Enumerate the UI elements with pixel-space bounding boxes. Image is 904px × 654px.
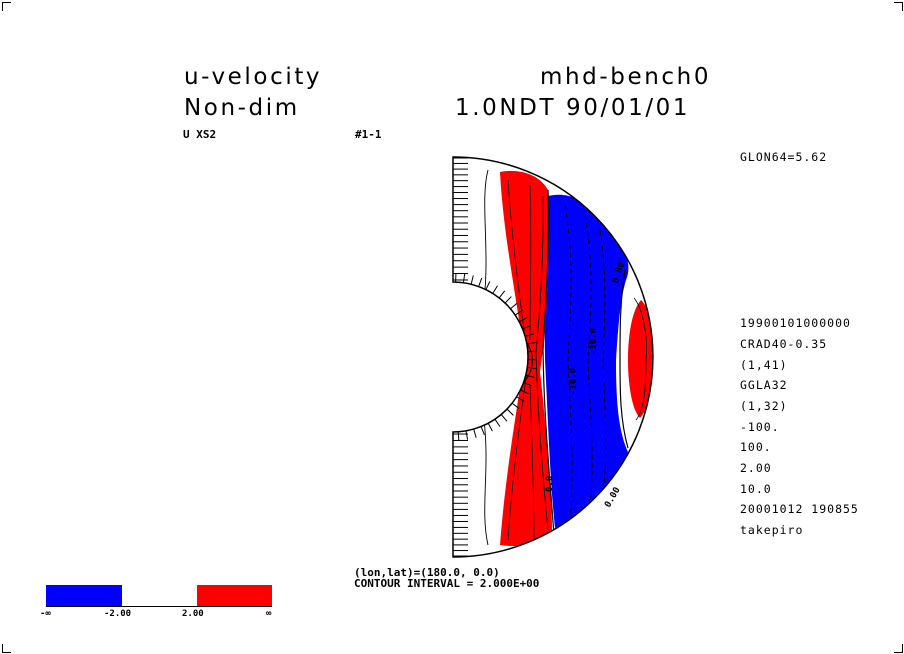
position-label: (lon,lat)=(180.0, 0.0) [354,566,500,579]
tick-mark [520,389,529,395]
tick-mark [478,277,483,287]
frame-label: #1-1 [355,128,382,141]
tick-mark [527,350,537,353]
field-label: U XS2 [183,128,217,141]
tick-mark [516,396,525,402]
contour-label: 0.0 [545,475,555,492]
tick-mark [487,422,493,432]
corner-mark-top-right [894,2,903,11]
side-info-line: 2.00 [740,461,772,475]
tick-mark [518,317,528,323]
side-info-line: GGLA32 [740,378,788,392]
tick-mark [498,290,506,299]
colorbar-label: ∞ [266,609,272,619]
side-info-line: -100. [740,420,780,434]
colorbar-neutral-swatch [122,585,197,607]
tick-mark [457,431,460,441]
colorbar-positive-swatch [197,585,272,607]
corner-mark-bottom-left [2,644,11,653]
tick-mark [523,382,533,387]
corner-mark-top-left [2,2,11,11]
tick-mark [524,333,534,337]
contour-interval-label: CONTOUR INTERVAL = 2.000E+00 [354,577,540,590]
tick-mark [506,408,514,416]
side-info-line: 19900101000000 [740,316,851,330]
tick-mark [526,341,536,345]
tick-mark [527,366,537,370]
time-title: 1.0NDT 90/01/01 [455,95,691,121]
side-info-line: (1,41) [740,358,788,372]
tick-mark [500,414,508,422]
colorbar-label: 2.00 [182,609,204,619]
tick-mark [470,275,474,285]
shell-boundary [452,156,654,558]
colorbar-frame [46,606,272,607]
negative-region [544,194,629,528]
tick-mark [522,325,532,330]
tick-mark [511,402,520,410]
side-info-line: 100. [740,440,772,454]
tick-mark [485,281,491,290]
positive-region [628,300,653,418]
tick-mark [473,428,477,438]
tick-mark [462,273,466,283]
tick-mark [514,309,523,316]
tick-mark [510,302,518,310]
side-info-line: takepiro [740,523,804,537]
units-title: Non-dim [184,95,300,121]
grid-tick-marks [453,157,537,557]
colorbar-label: -2.00 [104,609,132,619]
tick-mark [494,418,501,427]
tick-mark [480,426,485,436]
corner-mark-bottom-right [894,644,903,653]
tick-mark [465,430,469,440]
variable-title: u-velocity [184,64,323,90]
colorbar-label: -∞ [40,609,51,619]
tick-mark [504,296,512,304]
slice-info: GLON64=5.62 [740,150,828,164]
colorbar-negative-swatch [46,585,122,607]
contour-label: -10.0 [589,327,599,355]
contour-label: -10.0 [569,367,579,395]
experiment-title: mhd-bench0 [540,64,712,90]
tick-mark [492,285,498,294]
side-info-line: 20001012 190855 [740,502,859,516]
side-info-line: CRAD40-0.35 [740,337,828,351]
tick-mark [525,374,535,378]
side-info-line: 10.0 [740,482,772,496]
side-info-line: (1,32) [740,399,788,413]
